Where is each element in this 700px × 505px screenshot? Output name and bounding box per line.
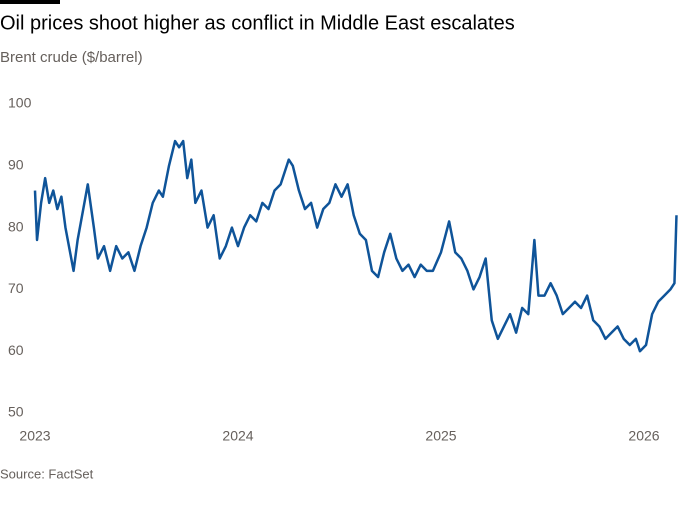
chart-title: Oil prices shoot higher as conflict in M… <box>0 12 515 34</box>
y-tick-label: 80 <box>8 218 24 234</box>
x-tick-label: 2023 <box>19 428 50 444</box>
y-tick-label: 50 <box>8 404 24 420</box>
y-tick-label: 60 <box>8 342 24 358</box>
chart-subtitle: Brent crude ($/barrel) <box>0 49 143 66</box>
y-tick-label: 90 <box>8 157 24 173</box>
source: Source: FactSet <box>0 466 94 481</box>
x-tick-label: 2024 <box>222 428 253 444</box>
y-tick-label: 70 <box>8 280 24 296</box>
price-line <box>33 139 678 353</box>
brand-bar <box>0 0 60 4</box>
y-tick-label: 100 <box>8 95 32 111</box>
x-tick-label: 2026 <box>628 428 659 444</box>
x-tick-label: 2025 <box>425 428 456 444</box>
